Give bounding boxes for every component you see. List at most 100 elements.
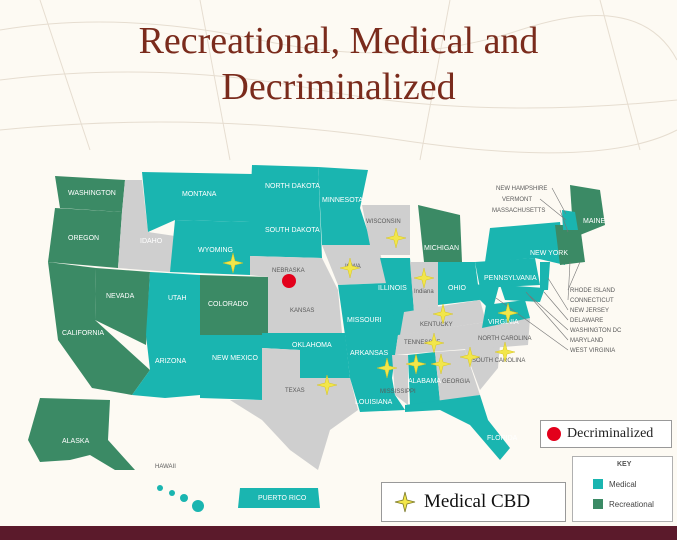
state-montana [142, 172, 252, 232]
label-washington-dc: WASHINGTON DC [570, 328, 622, 334]
state-south-dakota [250, 212, 322, 258]
state-alaska [28, 398, 135, 470]
cbd-markers [222, 227, 519, 396]
state-tennessee [395, 322, 486, 355]
legend-medical-cbd: Medical CBD [381, 482, 566, 522]
label-utah: UTAH [168, 295, 187, 302]
label-west-virginia: WEST VIRGINIA [570, 348, 615, 354]
label-nevada: NEVADA [106, 293, 135, 300]
label-missouri: MISSOURI [347, 317, 382, 324]
cbd-star-indiana [413, 267, 435, 289]
state-new-england [555, 225, 585, 265]
medical-swatch [593, 479, 603, 489]
state-north-carolina [465, 318, 530, 350]
label-texas: TEXAS [285, 388, 305, 394]
state-colorado [200, 275, 268, 335]
bottom-bar [0, 526, 677, 540]
label-illinois: ILLINOIS [378, 285, 407, 292]
label-washington: WASHINGTON [68, 190, 116, 197]
label-montana: MONTANA [182, 191, 217, 198]
label-kentucky: KENTUCKY [420, 322, 453, 328]
label-georgia: GEORGIA [442, 379, 470, 385]
cbd-star-iowa [339, 257, 361, 279]
label-maine: MAINE [583, 218, 606, 225]
state-wisconsin [362, 205, 410, 255]
label-california: CALIFORNIA [62, 330, 104, 337]
state-missouri [338, 283, 402, 335]
key-recreational-label: Recreational [609, 499, 654, 509]
key-row-recreational: Recreational [593, 499, 654, 509]
label-virginia: VIRGINIA [488, 319, 519, 326]
label-louisiana: LOUISIANA [355, 399, 393, 406]
northeast-callouts: NEW HAMPSHIRE VERMONT MASSACHUSETTS [492, 186, 569, 233]
label-colorado: COLORADO [208, 301, 249, 308]
title-line-1: Recreational, Medical and [138, 20, 539, 62]
cbd-star-mississippi [376, 357, 398, 379]
state-maine [570, 185, 605, 235]
state-puerto-rico [238, 488, 320, 508]
label-pennsylvania: PENNSYLVANIA [484, 275, 537, 282]
state-louisiana [350, 378, 405, 412]
cbd-star-tennessee [423, 332, 445, 354]
label-vermont: VERMONT [502, 197, 532, 203]
label-delaware: DELAWARE [570, 318, 603, 324]
state-new-jersey [540, 262, 550, 290]
key-title: KEY [617, 461, 632, 468]
state-idaho [118, 180, 175, 272]
label-puerto-rico: PUERTO RICO [258, 495, 307, 502]
label-new-jersey: NEW JERSEY [570, 308, 609, 314]
label-alabama: ALABAMA [408, 378, 441, 385]
recreational-swatch [593, 499, 603, 509]
state-oregon [48, 208, 122, 268]
cbd-star-alabama-2 [430, 353, 452, 375]
state-kansas [268, 290, 342, 333]
label-alaska: ALASKA [62, 438, 90, 445]
state-pennsylvania [475, 258, 540, 288]
state-hawaii [157, 485, 204, 512]
label-wisconsin: WISCONSIN [366, 219, 401, 225]
state-maryland-delaware [500, 285, 545, 302]
cbd-star-alabama-1 [405, 353, 427, 375]
label-oklahoma: OKLAHOMA [292, 342, 332, 349]
label-rhode-island: RHODE ISLAND [570, 288, 616, 294]
state-michigan [418, 205, 462, 262]
state-florida [405, 395, 510, 460]
title-line-2: Decriminalized [221, 66, 456, 108]
label-massachusetts: MASSACHUSETTS [492, 208, 545, 214]
label-idaho: IDAHO [140, 238, 163, 245]
background-sketch [0, 0, 677, 161]
label-michigan: MICHIGAN [424, 245, 459, 252]
label-mississippi: MISSISSIPPI [380, 389, 416, 395]
label-hawaii: HAWAII [155, 464, 176, 470]
label-north-carolina: NORTH CAROLINA [478, 336, 532, 342]
label-oregon: OREGON [68, 235, 99, 242]
state-vermont-nh [562, 210, 578, 230]
label-new-hampshire: NEW HAMPSHIRE [496, 186, 547, 192]
state-arizona [132, 335, 200, 398]
legend-medical-cbd-label: Medical CBD [424, 491, 531, 512]
label-tennessee: TENNESSEE [404, 340, 440, 346]
legend-decriminalized-label: Decriminalized [567, 426, 654, 441]
cbd-star-kentucky [432, 303, 454, 325]
label-maryland: MARYLAND [570, 338, 604, 344]
key-row-medical: Medical [593, 479, 637, 489]
decriminalized-marker [282, 274, 296, 288]
state-ohio [438, 262, 480, 305]
label-south-dakota: SOUTH DAKOTA [265, 227, 320, 234]
state-north-dakota [250, 165, 320, 212]
label-new-mexico: NEW MEXICO [212, 355, 258, 362]
map-key: KEY Medical Recreational [572, 456, 673, 522]
state-new-york [485, 222, 565, 265]
key-medical-label: Medical [609, 479, 637, 489]
state-utah [146, 272, 200, 335]
cbd-star-texas [316, 374, 338, 396]
cbd-star-north-carolina [494, 341, 516, 363]
label-arkansas: ARKANSAS [350, 350, 388, 357]
label-minnesota: MINNESOTA [322, 197, 363, 204]
label-nebraska: NEBRASKA [272, 268, 305, 274]
label-indiana: Indiana [414, 289, 434, 295]
state-minnesota [318, 167, 372, 245]
cbd-star-virginia [497, 302, 519, 324]
cbd-star-wisconsin [385, 227, 407, 249]
state-oklahoma [262, 333, 350, 378]
